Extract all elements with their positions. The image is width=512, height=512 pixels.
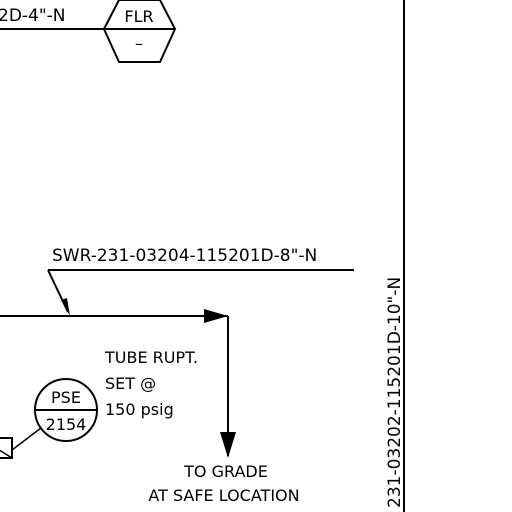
flow-arrow-down	[220, 432, 236, 458]
to-grade-line-1: TO GRADE	[183, 462, 268, 481]
tube-rupt-line-2: SET @	[105, 374, 156, 393]
flr-hexagon-bottom-text: –	[135, 34, 143, 53]
rupture-disc-symbol	[0, 437, 13, 459]
tube-rupt-line-3: 150 psig	[105, 400, 174, 419]
pse-connector-line	[11, 427, 42, 451]
pse-bubble-bottom-text: 2154	[46, 415, 87, 434]
tube-rupt-line-1: TUBE RUPT.	[104, 348, 198, 367]
rupture-disc-diagonal	[0, 449, 13, 459]
vertical-line-tag: 231-03202-115201D-10"-N	[385, 277, 405, 508]
to-grade-line-2: AT SAFE LOCATION	[148, 486, 299, 505]
pse-instrument-bubble	[34, 378, 98, 442]
swr-line-tag: SWR-231-03204-115201D-8"-N	[52, 246, 317, 266]
swr-leader-arrowhead	[61, 298, 70, 316]
top-line-tag: 2D-4"-N	[0, 6, 66, 26]
pse-bubble-top-text: PSE	[51, 388, 81, 407]
flr-hexagon-top-text: FLR	[124, 7, 153, 26]
flow-arrow-right	[204, 309, 228, 323]
